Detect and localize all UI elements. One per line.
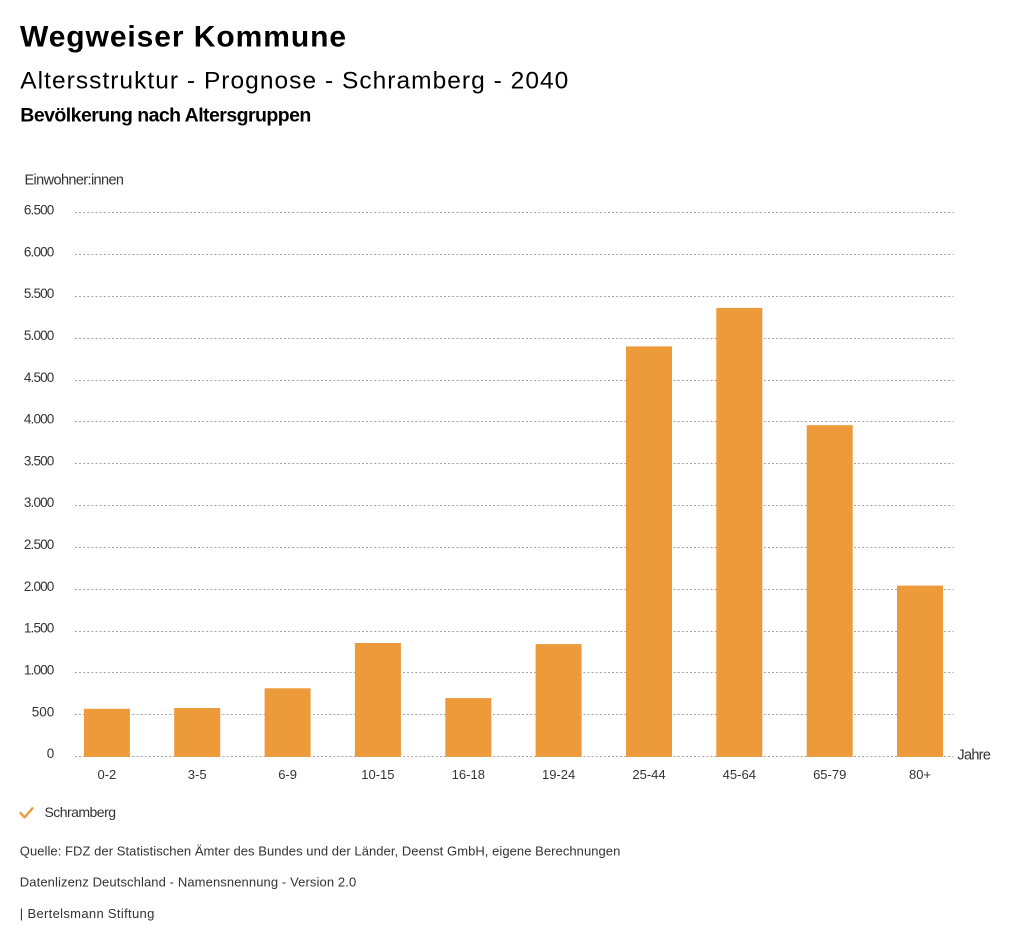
svg-text:65-79: 65-79 <box>813 767 846 782</box>
svg-text:Wegweiser Kommune: Wegweiser Kommune <box>20 21 346 54</box>
svg-text:0: 0 <box>47 746 55 761</box>
svg-text:0-2: 0-2 <box>98 767 117 782</box>
svg-text:Jahre: Jahre <box>957 748 991 764</box>
svg-text:Altersstruktur - Prognose - Sc: Altersstruktur - Prognose - Schramberg -… <box>20 68 568 95</box>
svg-text:Schramberg: Schramberg <box>45 804 117 820</box>
svg-text:5.500: 5.500 <box>24 286 54 301</box>
svg-text:6.000: 6.000 <box>24 244 54 259</box>
svg-text:Bevölkerung nach Altersgruppen: Bevölkerung nach Altersgruppen <box>20 105 311 127</box>
svg-text:3.500: 3.500 <box>24 453 54 468</box>
svg-text:45-64: 45-64 <box>723 767 756 782</box>
svg-text:Quelle: FDZ der Statistischen: Quelle: FDZ der Statistischen Ämter des … <box>20 843 621 858</box>
svg-text:| Bertelsmann Stiftung: | Bertelsmann Stiftung <box>20 906 155 921</box>
svg-text:Einwohner:innen: Einwohner:innen <box>25 173 125 189</box>
svg-text:6.500: 6.500 <box>24 203 54 218</box>
svg-text:3.000: 3.000 <box>24 495 54 510</box>
svg-text:2.000: 2.000 <box>24 579 54 594</box>
svg-text:19-24: 19-24 <box>542 767 575 782</box>
svg-text:Datenlizenz Deutschland - Name: Datenlizenz Deutschland - Namensnennung … <box>20 874 356 889</box>
svg-text:2.500: 2.500 <box>24 537 54 552</box>
svg-text:16-18: 16-18 <box>452 767 485 782</box>
svg-text:1.500: 1.500 <box>24 621 54 636</box>
svg-text:25-44: 25-44 <box>632 767 665 782</box>
svg-text:80+: 80+ <box>909 767 931 782</box>
svg-text:5.000: 5.000 <box>24 328 54 343</box>
svg-text:10-15: 10-15 <box>361 767 394 782</box>
svg-text:1.000: 1.000 <box>24 663 54 678</box>
svg-text:4.000: 4.000 <box>24 412 54 427</box>
svg-text:4.500: 4.500 <box>24 370 54 385</box>
svg-text:6-9: 6-9 <box>278 767 297 782</box>
svg-text:3-5: 3-5 <box>188 767 207 782</box>
svg-text:500: 500 <box>32 704 55 719</box>
